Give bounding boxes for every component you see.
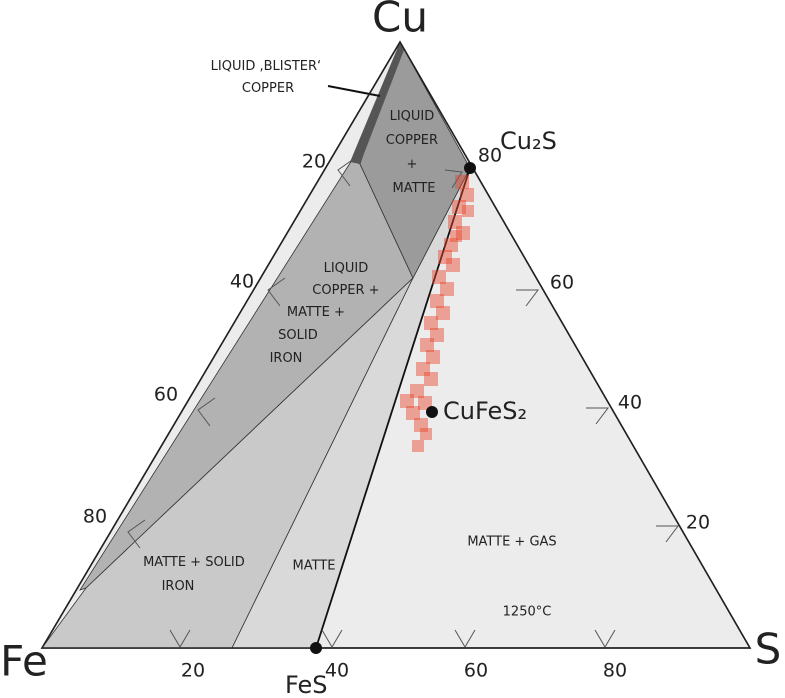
tick-chevrons (127, 157, 679, 648)
temperature-label: 1250°C (503, 605, 552, 620)
tick-label: 40 (230, 271, 254, 293)
tick-label: 20 (686, 512, 710, 534)
chevron (444, 169, 463, 189)
cufes2-point (426, 406, 438, 418)
sample-point (416, 362, 430, 376)
chevron (656, 525, 679, 543)
sample-point (450, 230, 462, 242)
matte-line (315, 167, 471, 649)
vertex-label: Fe (0, 637, 48, 686)
sample-point (420, 338, 434, 352)
fes-point (310, 642, 322, 654)
compound-label: CuFeS₂ (443, 397, 527, 425)
tick-label: 40 (618, 392, 642, 414)
sample-point (446, 258, 460, 272)
region-label: LIQUID COPPER + MATTE + SOLID IRON (270, 261, 384, 366)
chevron (321, 629, 343, 648)
sample-point (424, 316, 438, 330)
vertex-label: S (755, 625, 782, 674)
sample-points (400, 175, 474, 452)
sample-point (430, 294, 444, 308)
sample-point (452, 200, 466, 214)
sample-point (444, 238, 458, 252)
compound-label: FeS (285, 671, 328, 698)
sample-point (430, 328, 444, 342)
chevron (169, 629, 191, 648)
sample-point (436, 306, 450, 320)
triangle-outline (40, 40, 752, 649)
sample-point (410, 384, 424, 398)
sample-point (462, 205, 474, 217)
leader-line (327, 85, 381, 97)
region-blister-copper (350, 42, 404, 164)
tick-label: 20 (181, 660, 205, 682)
tick-label: 60 (550, 272, 574, 294)
sample-point (420, 428, 432, 440)
chevron (516, 289, 539, 307)
sample-point (400, 394, 414, 408)
region-label: MATTE (293, 559, 336, 574)
chevron (127, 519, 146, 549)
sample-point (426, 350, 440, 364)
tick-label: 60 (464, 660, 488, 682)
sample-point (455, 175, 469, 189)
vertex-label: Cu (372, 0, 428, 42)
sample-point (448, 215, 462, 229)
sample-point (406, 406, 420, 420)
region-label: LIQUID COPPER + MATTE (386, 109, 442, 196)
sample-point (432, 270, 446, 284)
sample-point (456, 226, 470, 240)
chevron (267, 277, 286, 307)
chevron (337, 157, 356, 187)
region-label: LIQUID ,BLISTER‘ COPPER (211, 59, 326, 96)
chevron (594, 629, 616, 648)
sample-point (418, 396, 432, 410)
sample-point (412, 440, 424, 452)
sample-point (460, 188, 474, 202)
sample-point (438, 250, 452, 264)
tick-label: 80 (478, 145, 502, 167)
sample-point (440, 282, 454, 296)
tick-label: 60 (154, 384, 178, 406)
tick-label: 40 (325, 660, 349, 682)
chevron (454, 629, 476, 648)
tick-label: 20 (302, 151, 326, 173)
region-label: MATTE + SOLID IRON (143, 555, 249, 594)
cu2s-point (464, 162, 476, 174)
region-label: MATTE + GAS (467, 535, 556, 550)
compound-label: Cu₂S (500, 127, 557, 155)
chevron (586, 407, 609, 425)
chevron (197, 397, 216, 427)
tick-label: 80 (83, 506, 107, 528)
sample-point (424, 372, 438, 386)
sample-point (414, 418, 428, 432)
tick-label: 80 (603, 660, 627, 682)
